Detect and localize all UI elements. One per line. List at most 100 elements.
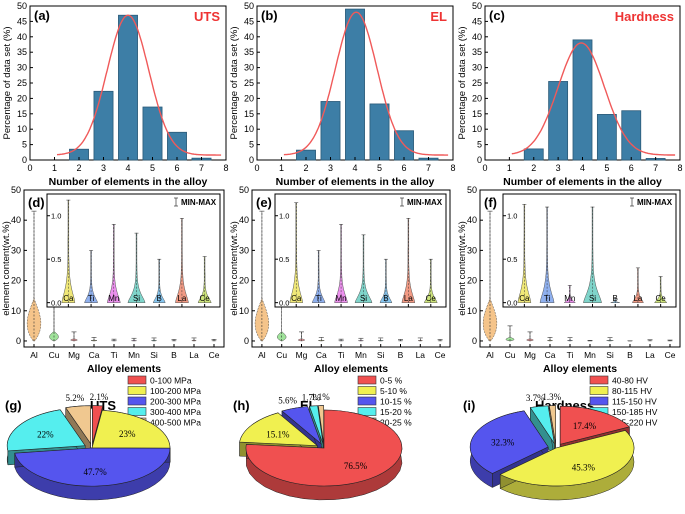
corner-label: EL — [430, 9, 447, 24]
value-label: 76.5% — [344, 461, 368, 471]
value-label: 15.1% — [266, 429, 290, 439]
panel-label: (c) — [489, 8, 505, 23]
x-tick-label: 0 — [27, 163, 32, 173]
inset-chart: Ca Ti Mn Si B La Ce 0.0 0.5 1.0 MIN-MAX — [502, 193, 677, 308]
inset-x-tick-label: Ca — [519, 294, 530, 303]
y-tick-label: 10 — [467, 306, 477, 316]
bar-5 — [142, 106, 163, 161]
pie-slice-1 — [91, 409, 171, 449]
y-tick-label: 20 — [467, 276, 477, 286]
value-label: 3.7% — [526, 393, 545, 403]
bar-3 — [93, 90, 114, 161]
x-tick-label: 1 — [279, 163, 284, 173]
y-tick-label: 10 — [244, 124, 254, 134]
x-tick-label: Ti — [338, 350, 345, 360]
x-axis-label: Alloy elements — [87, 363, 161, 375]
y-axis-label: element content(wt.%) — [1, 221, 12, 316]
inset-x-tick-label: La — [633, 294, 642, 303]
x-tick-label: 4 — [125, 163, 130, 173]
y-tick-label: 5 — [477, 140, 482, 150]
y-tick-label: 40 — [244, 32, 254, 42]
x-tick-label: Ca — [316, 350, 327, 360]
inset-frame — [46, 193, 221, 308]
legend-label: 0-5 % — [380, 376, 403, 386]
inset-x-tick-label: Ce — [426, 294, 437, 303]
x-tick-label: 2 — [303, 163, 308, 173]
x-tick-label: 6 — [629, 163, 634, 173]
inset-x-tick-label: Mn — [336, 294, 347, 303]
legend-label: MIN-MAX — [637, 198, 673, 207]
plot-frame — [479, 189, 681, 348]
legend-label: 185-220 HV — [612, 418, 658, 428]
y-axis-label: Percentage of data set (%) — [2, 26, 13, 139]
legend-swatch — [127, 396, 147, 406]
violin-chart-e: Al Cu Mg Ca Ti Mn Si B La Ce 0 10 20 30 40 50 Alloy elem… — [229, 185, 451, 375]
fit-curve — [283, 11, 449, 156]
x-tick-label: 5 — [377, 163, 382, 173]
legend-label: 0-100 MPa — [150, 376, 192, 386]
pie-slice-2 — [469, 410, 549, 474]
x-tick-label: Al — [30, 350, 38, 360]
y-tick-label: 5 — [22, 140, 27, 150]
y-tick-label: 40 — [11, 215, 21, 225]
inset-x-tick-label: La — [404, 294, 413, 303]
x-tick-label: Ce — [665, 350, 676, 360]
inset-x-tick-label: Mn — [108, 294, 119, 303]
y-tick-label: 50 — [472, 1, 482, 11]
legend-swatch — [127, 375, 147, 385]
y-tick-label: 40 — [467, 215, 477, 225]
y-tick-label: 10 — [472, 124, 482, 134]
legend-label: 200-300 MPa — [150, 397, 201, 407]
y-tick-label: 10 — [17, 124, 27, 134]
panel-label: (i) — [463, 398, 475, 413]
inset-x-tick-label: Ca — [63, 294, 74, 303]
x-tick-label: 1 — [52, 163, 57, 173]
y-tick-label: 0 — [244, 336, 249, 346]
y-tick-label: 20 — [11, 276, 21, 286]
y-tick-label: 40 — [17, 32, 27, 42]
pie-slice-2 — [14, 447, 171, 487]
x-tick-label: 6 — [174, 163, 179, 173]
legend-label: 20-25 % — [380, 418, 412, 428]
value-label: 22% — [37, 430, 54, 440]
y-tick-label: 20 — [239, 276, 249, 286]
x-tick-label: Ca — [545, 350, 556, 360]
y-tick-label: 0 — [16, 336, 21, 346]
x-tick-label: 0 — [254, 163, 259, 173]
inset-x-tick-label: B — [157, 294, 162, 303]
legend-label: 80-115 HV — [612, 386, 652, 396]
y-axis-label: Percentage of data set (%) — [229, 26, 240, 139]
value-label: 32.3% — [491, 437, 515, 447]
x-tick-label: Mn — [584, 350, 596, 360]
inset-x-tick-label: Mn — [564, 294, 575, 303]
value-label: 47.7% — [83, 467, 107, 477]
pie-slice-2 — [281, 406, 322, 445]
y-tick-label: 50 — [467, 185, 477, 195]
corner-label: Hardness — [615, 9, 674, 24]
value-label: 17.4% — [573, 421, 597, 431]
legend-label: 100-200 MPa — [150, 386, 201, 396]
y-axis-label: Percentage of data set (%) — [457, 26, 468, 139]
y-tick-label: 25 — [244, 78, 254, 88]
x-tick-label: La — [416, 350, 426, 360]
y-tick-label: 0 — [22, 155, 27, 165]
bar-4 — [118, 14, 138, 161]
inset-chart: Ca Ti Mn Si B La Ce 0.0 0.5 1.0 MIN-MAX — [46, 193, 221, 308]
y-tick-label: 5 — [249, 140, 254, 150]
x-tick-label: Cu — [276, 350, 287, 360]
fit-curve — [56, 14, 222, 156]
pie-slice-3 — [6, 409, 86, 452]
corner-label: UTS — [194, 9, 220, 24]
legend-swatch — [357, 407, 377, 416]
legend-label: 5-10 % — [380, 386, 407, 396]
x-tick-label: Mg — [524, 350, 536, 360]
panel-label: (b) — [261, 8, 278, 23]
inset-x-tick-label: Si — [360, 294, 367, 303]
pie-slice-4 — [317, 405, 325, 444]
panel-label: (f) — [484, 195, 497, 210]
y-tick-label: 50 — [17, 1, 27, 11]
